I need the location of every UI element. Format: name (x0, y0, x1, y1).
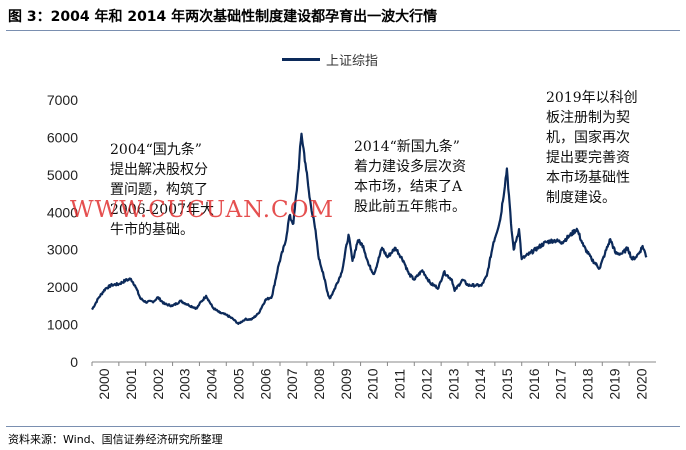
annotation-line: 牛市的基础。 (110, 222, 194, 238)
annotation-line: 制度建设。 (546, 190, 616, 206)
x-tick-label: 2019 (606, 368, 622, 399)
annotation-2019: 2019年以科创 板注册制为契 机，国家再次 提出要完善资 本市场基础性 制度建… (546, 88, 638, 208)
annotation-line: 2014“新国九条” (354, 139, 460, 155)
x-tick-label: 2005 (230, 368, 246, 399)
x-tick-label: 2010 (365, 368, 381, 399)
annotation-line: 股此前五年熊市。 (354, 199, 466, 215)
annotation-line: 2004“国九条” (110, 142, 202, 158)
y-tick-label: 6000 (47, 129, 78, 145)
x-tick-label: 2006 (257, 368, 273, 399)
legend: 上证综指 (282, 50, 378, 69)
annotation-line: 本市场基础性 (546, 170, 630, 186)
x-tick-label: 2002 (150, 368, 166, 399)
annotation-line: 置问题，构筑了 (110, 182, 208, 198)
x-tick-label: 2012 (418, 368, 434, 399)
chart-series (91, 132, 648, 325)
annotation-2014: 2014“新国九条” 着力建设多层次资 本市场，结束了A 股此前五年熊市。 (354, 137, 466, 217)
annotation-line: 本市场，结束了A (354, 179, 463, 195)
x-tick-label: 2011 (392, 369, 408, 399)
x-tick-label: 2017 (553, 368, 569, 399)
legend-line-swatch (282, 58, 320, 61)
x-tick-label: 2008 (311, 368, 327, 399)
y-tick-label: 5000 (47, 167, 78, 183)
annotation-line: 板注册制为契 (546, 110, 630, 126)
x-tick-label: 2015 (499, 368, 515, 399)
x-tick-label: 2009 (338, 368, 354, 399)
x-tick-label: 2001 (123, 368, 139, 399)
x-tick-label: 2013 (445, 368, 461, 399)
y-tick-label: 0 (70, 354, 78, 370)
annotation-line: 着力建设多层次资 (354, 159, 466, 175)
figure-title: 图 3：2004 年和 2014 年两次基础性制度建设都孕育出一波大行情 (8, 9, 438, 25)
annotation-line: 2006-2007年大 (110, 202, 214, 218)
legend-label: 上证综指 (326, 54, 379, 69)
x-tick-label: 2000 (96, 368, 112, 399)
series-line-shanghai-composite (91, 132, 648, 325)
annotation-line: 机，国家再次 (546, 130, 630, 146)
source-note: 资料来源：Wind、国信证券经济研究所整理 (8, 433, 223, 446)
x-tick-label: 2018 (580, 368, 596, 399)
y-tick-label: 3000 (47, 242, 78, 258)
line-chart: 0 1000 2000 3000 4000 5000 6000 7000 2000 2001 200… (47, 92, 656, 400)
title-divider (6, 30, 680, 31)
x-tick-label: 2016 (526, 368, 542, 399)
x-tick-label: 2014 (472, 368, 488, 399)
y-tick-label: 1000 (47, 317, 78, 333)
y-tick-label: 7000 (47, 92, 78, 108)
watermark-text: WWW.CUCUAN.COM (70, 197, 335, 223)
chart-axes (91, 361, 656, 366)
x-tick-label: 2020 (633, 368, 649, 399)
annotation-2004: 2004“国九条” 提出解决股权分 置问题，构筑了 2006-2007年大 牛市… (110, 140, 214, 240)
source-divider (6, 426, 680, 427)
y-tick-label: 2000 (47, 279, 78, 295)
annotation-line: 2019年以科创 (546, 90, 638, 106)
annotation-line: 提出解决股权分 (110, 162, 208, 178)
x-tick-label: 2004 (204, 368, 220, 399)
y-tick-label: 4000 (47, 204, 78, 220)
annotation-line: 提出要完善资 (546, 150, 630, 166)
x-tick-label: 2003 (177, 368, 193, 399)
x-tick-label: 2007 (284, 368, 300, 399)
tick-labels: 0 1000 2000 3000 4000 5000 6000 7000 2000 2001 200… (47, 92, 649, 400)
